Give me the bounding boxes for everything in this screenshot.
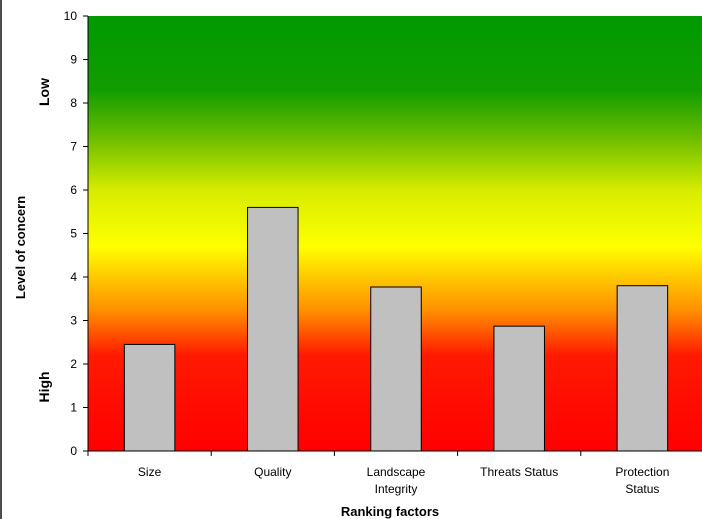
category-labels: Size Quality Landscape Integrity Threats Sta… — [138, 465, 669, 496]
y-tick-label: 9 — [70, 53, 77, 67]
y-tick-label: 1 — [70, 401, 77, 415]
bar — [493, 325, 545, 452]
x-tick-label: Status — [625, 482, 659, 496]
y-tick-label: 3 — [70, 314, 77, 328]
x-tick-label: Threats Status — [480, 465, 558, 479]
bar — [370, 286, 422, 452]
x-tick-label: Integrity — [375, 482, 418, 496]
x-axis — [87, 450, 702, 456]
x-tick-label: Quality — [254, 465, 291, 479]
bar — [247, 206, 299, 452]
x-axis-title: Ranking factors — [341, 504, 439, 519]
x-tick-label: Protection — [615, 465, 669, 479]
y-axis: 0 1 2 3 4 5 6 7 8 9 10 — [64, 9, 89, 458]
y-axis-title: Level of concern — [13, 196, 28, 299]
bar — [123, 343, 176, 452]
bars — [123, 206, 669, 452]
x-tick-label: Landscape — [367, 465, 426, 479]
y-tick-label: 2 — [70, 357, 77, 371]
y-tick-label: 8 — [70, 96, 77, 110]
y-tick-label: 0 — [70, 444, 77, 458]
y-tick-label: 7 — [70, 140, 77, 154]
bar — [616, 285, 669, 452]
x-tick-label: Size — [138, 465, 162, 479]
low-concern-label: Low — [36, 78, 52, 106]
y-tick-label: 4 — [70, 270, 77, 284]
y-tick-label: 10 — [64, 9, 78, 23]
y-tick-label: 5 — [70, 227, 77, 241]
high-concern-label: High — [36, 371, 52, 402]
y-tick-label: 6 — [70, 183, 77, 197]
